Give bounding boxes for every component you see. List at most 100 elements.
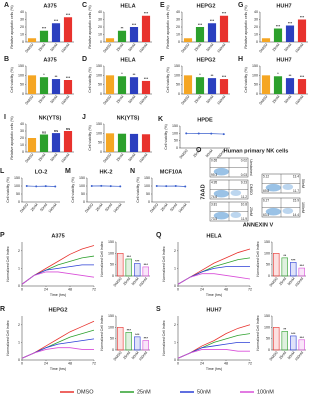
x-tick-label: 25nM	[116, 95, 125, 104]
bar	[117, 30, 127, 42]
bar	[285, 25, 295, 42]
point	[174, 185, 177, 187]
bar	[219, 15, 229, 42]
y-axis-label: Normalized Cell Index	[100, 315, 104, 350]
chart-title: HPDE	[197, 117, 213, 123]
quadrant-value: 73.5	[211, 217, 217, 221]
x-tick-label: 72	[248, 287, 252, 291]
y-tick-label: 150	[144, 176, 150, 180]
series-line	[177, 342, 250, 359]
x-tick-label: 100nM	[60, 43, 70, 54]
panel-letter: R	[0, 306, 5, 313]
x-tick-label: DMSO	[179, 149, 189, 160]
x-tick-label: DMSO	[25, 43, 35, 54]
y-tick-label: 1	[18, 266, 20, 270]
y-tick-label: 50	[16, 192, 20, 196]
y-axis-label: 7AAD	[200, 184, 206, 199]
bar	[261, 75, 271, 94]
y-axis-label: Relative apoptotic cells (%)	[244, 5, 248, 48]
bar	[27, 138, 37, 152]
bar	[281, 257, 288, 277]
point	[165, 185, 168, 188]
panel-letter: M	[65, 168, 71, 175]
panel-letter: N	[130, 168, 135, 175]
y-tick-label: 0	[18, 200, 20, 204]
significance-label: **	[283, 254, 286, 258]
plot-label: Unstained	[249, 159, 253, 175]
x-tick-label: 50nM	[131, 351, 140, 360]
cell-cloud	[265, 183, 281, 192]
x-tick-label: 50nM	[50, 43, 59, 52]
quadrant-value: 13.4	[293, 174, 299, 178]
series-line	[177, 257, 251, 285]
x-tick-label: 100nM	[138, 277, 148, 288]
chart-title: NK(YTS)	[117, 115, 140, 121]
quadrant-value: 63.4	[263, 213, 269, 217]
series-line	[21, 347, 94, 359]
y-axis-label: Normalized Cell Index	[100, 241, 104, 276]
x-tick-label: 100nM	[216, 95, 226, 106]
y-axis-label: Normalized Cell Index	[6, 320, 10, 355]
panel-letter: J	[82, 114, 86, 121]
x-tick-label: 25nM	[122, 277, 131, 286]
x-tick-label: 100nM	[60, 153, 70, 164]
bar	[51, 23, 61, 42]
y-tick-label: 150	[252, 64, 258, 68]
y-tick-label: 40	[254, 10, 258, 14]
bar	[298, 267, 305, 277]
x-tick-label: 48	[224, 287, 228, 291]
bar	[51, 79, 61, 94]
chart-title: HELA	[120, 3, 135, 9]
cell-cloud	[230, 211, 242, 218]
point	[44, 185, 47, 188]
bar	[129, 133, 139, 152]
y-tick-label: 50	[266, 337, 270, 341]
cell-cloud	[213, 167, 229, 176]
x-tick-label: 25nM	[38, 153, 47, 162]
bar	[142, 340, 149, 351]
significance-label: ***	[127, 328, 132, 332]
y-tick-label: 50	[110, 263, 114, 267]
x-tick-label: 50nM	[287, 351, 296, 360]
x-tick-label: DMSO	[113, 351, 123, 362]
bar	[125, 332, 132, 351]
chart-title: A375	[51, 233, 64, 239]
x-tick-label: 50nM	[128, 153, 137, 162]
significance-label: *	[121, 72, 123, 76]
y-tick-label: 0	[256, 92, 258, 96]
y-tick-label: 20	[98, 25, 102, 29]
bar	[285, 78, 295, 94]
significance-label: ***	[291, 258, 296, 262]
significance-label: ***	[291, 332, 296, 336]
bar	[281, 331, 288, 351]
y-tick-label: 20	[20, 25, 24, 29]
significance-label: ***	[198, 23, 203, 27]
panel-letter: C	[82, 2, 87, 9]
chart-title: HEPG2	[197, 57, 216, 63]
y-tick-label: 40	[176, 10, 180, 14]
x-tick-label: 100nM	[138, 95, 148, 106]
y-tick-label: 0	[18, 358, 20, 362]
plot-label: 50nM	[301, 179, 305, 188]
quadrant-value: 0.03	[241, 173, 247, 177]
legend-label: DMSO	[77, 389, 94, 395]
quadrant-value: 99.3	[211, 173, 217, 177]
bar	[27, 38, 37, 42]
quadrant-value: 6.27	[263, 198, 269, 202]
cell-cloud	[282, 207, 294, 214]
point	[184, 185, 187, 188]
plot-label: DMSO	[249, 184, 253, 195]
significance-label: **	[211, 74, 214, 78]
significance-label: ***	[144, 77, 149, 81]
chart-title: LO-2	[35, 169, 48, 175]
x-tick-label: 25nM	[272, 43, 281, 52]
bar	[129, 77, 139, 94]
chart-title: HELA	[206, 233, 221, 239]
bar	[63, 131, 73, 152]
bar	[195, 27, 205, 42]
cell-cloud	[213, 211, 229, 220]
x-tick-label: DMSO	[103, 95, 113, 106]
y-tick-label: 50	[146, 192, 150, 196]
bar	[273, 253, 280, 277]
bar	[261, 38, 271, 42]
